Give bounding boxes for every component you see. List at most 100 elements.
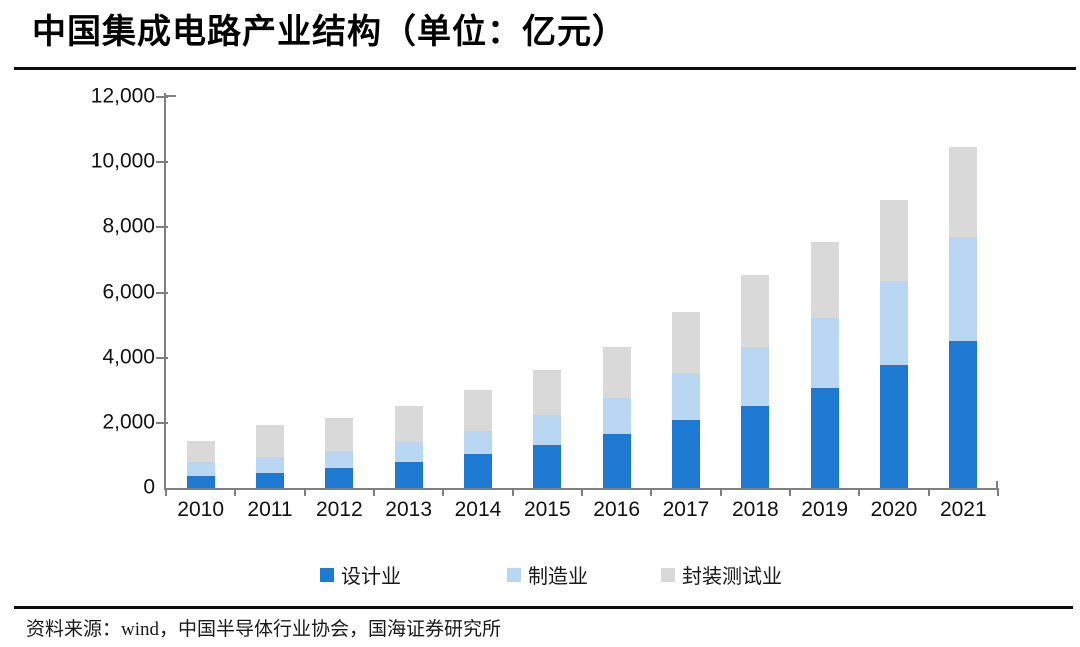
y-axis-label: 10,000 xyxy=(90,149,155,173)
x-tick xyxy=(997,490,999,496)
legend-swatch-design-icon xyxy=(320,567,334,582)
bar-segment-设计业-2017 xyxy=(672,420,700,488)
legend-item-packaging-testing: 封装测试业 xyxy=(661,560,782,589)
bar-stack-2020 xyxy=(880,199,908,488)
y-axis-label: 0 xyxy=(143,475,155,499)
x-axis-label-2020: 2020 xyxy=(870,498,918,521)
bar-segment-封装测试业-2020 xyxy=(880,199,908,282)
x-axis-end-stub xyxy=(996,481,998,488)
bar-segment-制造业-2017 xyxy=(672,373,700,421)
y-tick xyxy=(156,96,168,98)
x-axis-label-2018: 2018 xyxy=(731,498,779,521)
bar-segment-制造业-2011 xyxy=(256,457,284,473)
bar-segment-封装测试业-2021 xyxy=(949,147,978,238)
bar-stack-2013 xyxy=(394,406,423,488)
bar-stack-2017 xyxy=(672,311,700,488)
bar-stack-2014 xyxy=(464,389,492,488)
legend-label-manufacturing: 制造业 xyxy=(528,566,588,588)
x-tick xyxy=(165,490,167,496)
bar-segment-制造业-2020 xyxy=(880,281,908,365)
footer-divider-line xyxy=(14,606,1073,609)
bar-segment-设计业-2021 xyxy=(949,340,978,488)
y-axis-label: 12,000 xyxy=(90,84,155,108)
x-axis-label-2014: 2014 xyxy=(454,498,502,521)
x-tick xyxy=(789,490,791,496)
legend-swatch-packaging-testing-icon xyxy=(661,567,675,582)
x-tick xyxy=(303,490,306,496)
bar-segment-设计业-2015 xyxy=(533,444,562,488)
bar-segment-封装测试业-2010 xyxy=(186,441,215,462)
y-axis-label: 8,000 xyxy=(102,214,155,238)
x-axis-label-2013: 2013 xyxy=(385,498,433,521)
bar-stack-2018 xyxy=(741,275,770,488)
bar-segment-封装测试业-2018 xyxy=(741,275,770,347)
bar-segment-封装测试业-2017 xyxy=(672,311,700,374)
bar-segment-封装测试业-2016 xyxy=(602,346,631,398)
bar-segment-封装测试业-2011 xyxy=(256,424,284,458)
bar-segment-设计业-2020 xyxy=(880,364,908,488)
x-axis-label-2010: 2010 xyxy=(177,498,225,521)
x-tick xyxy=(719,490,722,496)
data-source-note: 资料来源：wind，中国半导体行业协会，国海证券研究所 xyxy=(26,619,502,640)
x-axis-label-2011: 2011 xyxy=(247,498,293,521)
bar-segment-制造业-2012 xyxy=(325,451,354,468)
y-tick xyxy=(156,291,168,294)
legend-label-design: 设计业 xyxy=(341,566,401,588)
bar-segment-设计业-2012 xyxy=(325,467,354,488)
y-axis-label: 4,000 xyxy=(102,345,155,369)
x-axis-label-2017: 2017 xyxy=(662,498,710,521)
bar-segment-设计业-2018 xyxy=(741,405,770,488)
x-axis-label-2016: 2016 xyxy=(593,498,641,521)
bar-segment-制造业-2016 xyxy=(602,397,631,435)
y-axis-top-cap xyxy=(165,95,176,97)
x-axis-label-2015: 2015 xyxy=(523,498,571,521)
y-tick xyxy=(156,421,168,424)
x-axis-label-2021: 2021 xyxy=(939,498,987,521)
bar-stack-2010 xyxy=(186,441,215,488)
bar-segment-制造业-2021 xyxy=(949,237,978,341)
bar-stack-2011 xyxy=(256,424,284,488)
bar-stack-2015 xyxy=(533,370,562,488)
bar-segment-封装测试业-2014 xyxy=(464,389,492,431)
bar-segment-制造业-2015 xyxy=(533,415,562,445)
legend-label-packaging-testing: 封装测试业 xyxy=(682,566,782,588)
bar-segment-封装测试业-2013 xyxy=(394,406,423,443)
bar-segment-制造业-2013 xyxy=(394,442,423,462)
legend-swatch-manufacturing-icon xyxy=(507,567,521,582)
bar-stack-2016 xyxy=(602,346,631,488)
bar-segment-制造业-2010 xyxy=(186,461,215,477)
legend-item-design: 设计业 xyxy=(320,560,401,589)
bar-stack-2021 xyxy=(949,147,978,488)
y-tick xyxy=(156,226,168,229)
bar-segment-设计业-2016 xyxy=(602,434,631,488)
bar-segment-设计业-2019 xyxy=(810,388,839,488)
x-tick xyxy=(373,490,375,496)
y-tick xyxy=(156,356,168,359)
bar-segment-设计业-2010 xyxy=(186,476,215,488)
bar-segment-设计业-2011 xyxy=(256,472,284,488)
x-axis-line xyxy=(164,488,999,490)
x-tick xyxy=(511,490,514,496)
bar-segment-设计业-2013 xyxy=(394,461,423,488)
bar-segment-封装测试业-2012 xyxy=(325,417,354,452)
x-tick xyxy=(858,490,861,496)
x-tick xyxy=(650,490,653,496)
y-axis-label: 2,000 xyxy=(102,410,155,434)
bar-segment-制造业-2019 xyxy=(810,318,839,389)
legend-item-manufacturing: 制造业 xyxy=(507,560,588,589)
bar-segment-制造业-2018 xyxy=(741,346,770,406)
y-tick xyxy=(156,161,168,164)
bar-stack-2019 xyxy=(810,241,839,488)
x-tick xyxy=(581,490,583,496)
x-tick xyxy=(442,490,445,496)
bar-segment-封装测试业-2015 xyxy=(533,370,562,416)
chart-title: 中国集成电路产业结构（单位：亿元） xyxy=(32,13,627,51)
title-divider-line xyxy=(14,67,1076,70)
x-axis-label-2012: 2012 xyxy=(315,498,363,521)
x-tick xyxy=(234,490,237,496)
y-axis-label: 6,000 xyxy=(102,280,155,304)
x-axis-label-2019: 2019 xyxy=(801,498,849,521)
bar-stack-2012 xyxy=(325,417,354,488)
